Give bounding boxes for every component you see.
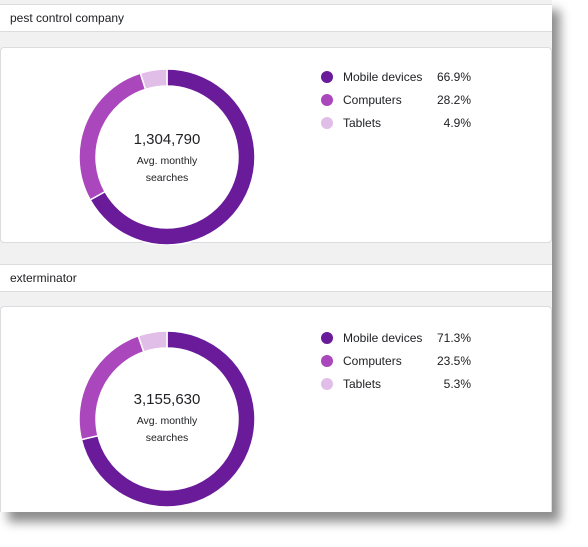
- donut-svg: [79, 69, 255, 245]
- device-breakdown-card: 1,304,790 Avg. monthly searches Mobile d…: [0, 47, 552, 245]
- legend-item-mobile: Mobile devices 71.3%: [321, 330, 481, 353]
- tablets-color-dot: [321, 117, 333, 129]
- legend-percent: 5.3%: [443, 377, 471, 391]
- avg-monthly-searches-caption-line2: searches: [145, 172, 189, 184]
- keyword-bar: pest control company: [0, 4, 552, 32]
- device-legend: Mobile devices 66.9% Computers 28.2% Tab…: [321, 69, 481, 138]
- legend-item-tablets: Tablets 5.3%: [321, 376, 481, 399]
- legend-item-computers: Computers 23.5%: [321, 353, 481, 376]
- screenshot-frame: pest control company 1,304,790 Avg. mont…: [0, 0, 552, 512]
- legend-label: Tablets: [343, 116, 382, 130]
- legend-percent: 28.2%: [436, 93, 471, 107]
- device-donut-chart: 3,155,630 Avg. monthly searches: [79, 331, 255, 507]
- avg-monthly-searches-value: 1,304,790: [133, 131, 201, 148]
- mobile-slice: [80, 331, 255, 507]
- computers-color-dot: [321, 94, 333, 106]
- device-donut-chart: 1,304,790 Avg. monthly searches: [79, 69, 255, 245]
- legend-item-tablets: Tablets 4.9%: [321, 115, 481, 138]
- mobile-color-dot: [321, 332, 333, 344]
- legend-label: Mobile devices: [343, 331, 423, 345]
- mobile-slice: [89, 69, 255, 245]
- avg-monthly-searches-caption-line1: Avg. monthly: [136, 155, 198, 167]
- keyword-label: exterminator: [10, 271, 77, 285]
- legend-percent: 71.3%: [436, 331, 471, 345]
- mobile-color-dot: [321, 71, 333, 83]
- avg-monthly-searches-value: 3,155,630: [133, 391, 201, 408]
- legend-percent: 23.5%: [436, 354, 471, 368]
- tablets-color-dot: [321, 378, 333, 390]
- keyword-bar: exterminator: [0, 264, 552, 292]
- device-legend: Mobile devices 71.3% Computers 23.5% Tab…: [321, 330, 481, 399]
- legend-item-mobile: Mobile devices 66.9%: [321, 69, 481, 92]
- legend-label: Computers: [343, 354, 402, 368]
- tablets-slice: [139, 69, 168, 91]
- legend-item-computers: Computers 28.2%: [321, 92, 481, 115]
- donut-svg: [79, 331, 255, 507]
- tablets-slice: [137, 331, 168, 353]
- legend-percent: 66.9%: [436, 70, 471, 84]
- avg-monthly-searches-caption-line1: Avg. monthly: [136, 415, 198, 427]
- device-breakdown-card: 3,155,630 Avg. monthly searches Mobile d…: [0, 306, 552, 512]
- computers-color-dot: [321, 355, 333, 367]
- legend-label: Tablets: [343, 377, 382, 391]
- avg-monthly-searches-caption-line2: searches: [145, 432, 189, 444]
- legend-label: Computers: [343, 93, 402, 107]
- legend-label: Mobile devices: [343, 70, 423, 84]
- keyword-label: pest control company: [10, 11, 125, 25]
- legend-percent: 4.9%: [443, 116, 471, 130]
